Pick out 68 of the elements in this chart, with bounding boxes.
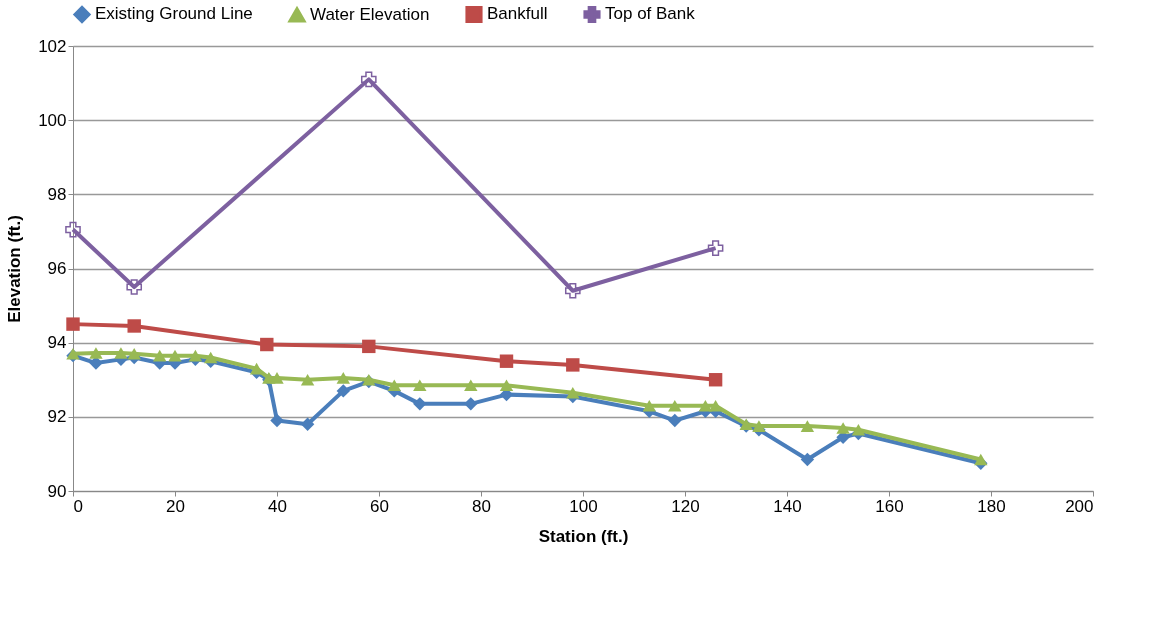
x-tick-label: 160 [875,496,904,516]
point [336,384,351,398]
legend-label: Bankfull [487,4,548,24]
x-tick-label: 180 [977,496,1006,516]
x-tick-label: 80 [472,496,491,516]
point [300,373,315,386]
y-axis-title: Elevation (ft.) [5,215,25,323]
x-tick-label: 100 [569,496,598,516]
point [188,349,203,362]
point [499,354,514,368]
point [642,399,657,412]
y-tick-label: 92 [47,407,67,427]
point [800,452,815,467]
y-tick-label: 90 [47,481,67,501]
x-tick-label: 40 [268,496,287,516]
point [260,337,274,352]
point [464,379,478,392]
point [752,420,766,432]
point [499,379,514,392]
point [270,413,284,428]
y-tick-label: 102 [38,36,67,56]
point [413,379,427,392]
point [152,349,167,362]
point [566,358,580,372]
point [413,397,427,411]
point [464,397,478,411]
point [66,317,80,331]
point [387,379,402,392]
x-tick-label: 60 [370,496,389,516]
point [300,417,315,431]
legend-label: Top of Bank [605,4,696,24]
point [360,71,377,88]
point [708,373,723,387]
point [974,453,988,466]
point [698,399,713,412]
point [707,240,724,256]
x-tick-label: 120 [671,496,700,516]
x-axis-title: Station (ft.) [538,526,629,546]
point [89,347,103,359]
y-tick-label: 98 [47,184,67,204]
y-tick-label: 96 [47,259,67,278]
x-tick-label: 140 [773,496,802,516]
point [168,349,182,362]
legend-label: Existing Ground Line [95,4,253,24]
point [564,282,581,299]
point [708,399,723,412]
point [249,362,264,375]
x-tick-label: 0 [73,496,83,516]
point [851,424,866,436]
y-tick-label: 94 [47,333,67,353]
point [362,339,376,354]
point [114,347,128,359]
point [836,422,850,434]
x-tick-label: 20 [166,496,185,516]
point [127,319,141,333]
legend-label: Water Elevation [310,4,430,24]
point [127,347,141,360]
point [668,399,682,412]
point [566,386,580,399]
x-tick-label: 200 [1065,496,1094,516]
point [336,372,351,384]
point [126,279,143,295]
point [65,221,81,238]
point [203,351,218,364]
point [800,420,815,432]
point [668,413,682,428]
y-tick-label: 100 [38,110,67,130]
point [270,372,284,384]
